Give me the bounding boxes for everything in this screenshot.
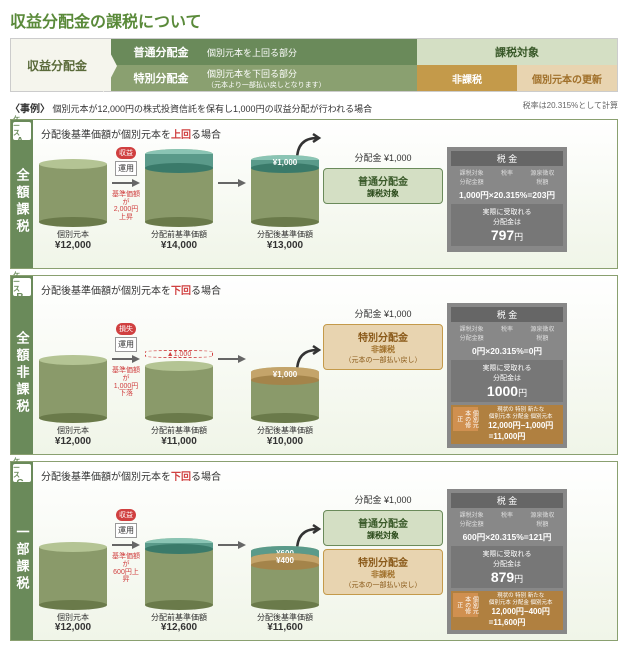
arrow (217, 354, 247, 397)
case-heading: 分配後基準価額が個別元本を上回る場合 (41, 126, 613, 141)
arrow: 収益 運用 基準価額が600円上昇 (111, 509, 141, 614)
cylinder: 分配前基準価額¥12,600 (145, 543, 213, 635)
tax-column: 税 金 課税対象分配金額税率源泉徴収税額 0円×20.315%=0円 実際に受取… (447, 303, 567, 448)
case-C: ケースC 一部課税 分配後基準価額が個別元本を下回る場合 個別元本¥12,000… (10, 461, 618, 641)
arrow: 収益 運用 基準価額が2,000円上昇 (111, 147, 141, 252)
cylinder: ¥1,000 分配後基準価額¥13,000 (251, 160, 319, 252)
case-heading: 分配後基準価額が個別元本を下回る場合 (41, 468, 613, 483)
cylinder: 分配前基準価額¥14,000 (145, 154, 213, 252)
flow-nontax: 非課税 (417, 65, 517, 91)
cylinder: ▲1,000 分配前基準価額¥11,000 (145, 366, 213, 448)
page-title: 収益分配金の課税について (10, 8, 618, 32)
tax-column: 税 金 課税対象分配金額税率源泉徴収税額 600円×20.315%=121円 実… (447, 489, 567, 634)
distribution-column: 分配金 ¥1,000 普通分配金課税対象 (323, 147, 443, 252)
dist-badge-normal: 普通分配金課税対象 (323, 168, 443, 204)
tax-update: 個別元本の修正 現状の 特別 新たな個別元本 分配金 個別元本 12,000円−… (451, 591, 563, 630)
tax-column: 税 金 課税対象分配金額税率源泉徴収税額 1,000円×20.315%=203円… (447, 147, 567, 252)
case-A: ケースA 全額課税 分配後基準価額が個別元本を上回る場合 個別元本¥12,000… (10, 119, 618, 269)
distribution-column: 分配金 ¥1,000 普通分配金課税対象 特別分配金非課税（元本の一部払い戻し） (323, 489, 443, 634)
cylinder: 個別元本¥12,000 (39, 164, 107, 252)
cylinder: 個別元本¥12,000 (39, 547, 107, 635)
cylinder: ¥1,000 分配後基準価額¥10,000 (251, 372, 319, 448)
flow-root: 収益分配金 (11, 39, 111, 91)
arrow (217, 540, 247, 583)
flow-desc-normal: 個別元本を上回る部分 (201, 46, 417, 59)
flow-tag-special: 特別分配金 (111, 70, 201, 86)
case-tab: ケースA 全額課税 (11, 120, 33, 268)
flow-tag-normal: 普通分配金 (111, 44, 201, 60)
dist-badge-normal: 普通分配金課税対象 (323, 510, 443, 546)
flow-update: 個別元本の更新 (517, 65, 617, 91)
cylinder: ¥600 ¥400 分配後基準価額¥11,600 (251, 551, 319, 635)
dist-badge-special: 特別分配金非課税（元本の一部払い戻し） (323, 549, 443, 595)
case-tab: ケースC 一部課税 (11, 462, 33, 640)
distribution-column: 分配金 ¥1,000 特別分配金非課税（元本の一部払い戻し） (323, 303, 443, 448)
arrow: 損失 運用 基準価額が1,000円下落 (111, 323, 141, 428)
arrow (217, 178, 247, 221)
case-tab: ケースB 全額非課税 (11, 276, 33, 454)
example-text: 〈事例〉 個別元本が12,000円の株式投資信託を保有し1,000円の収益分配が… (10, 100, 618, 115)
tax-update: 個別元本の修正 現状の 特別 新たな個別元本 分配金 個別元本 12,000円−… (451, 405, 563, 444)
flow-taxable: 課税対象 (417, 39, 617, 65)
case-heading: 分配後基準価額が個別元本を下回る場合 (41, 282, 613, 297)
flow-desc-special: 個別元本を下回る部分 （元本より一部払い戻しとなります） (201, 67, 417, 90)
cylinder: 個別元本¥12,000 (39, 360, 107, 448)
flow-diagram: 収益分配金 普通分配金 個別元本を上回る部分 特別分配金 個別元本を下回る部分 … (10, 38, 618, 92)
dist-badge-special: 特別分配金非課税（元本の一部払い戻し） (323, 324, 443, 370)
case-B: ケースB 全額非課税 分配後基準価額が個別元本を下回る場合 個別元本¥12,00… (10, 275, 618, 455)
